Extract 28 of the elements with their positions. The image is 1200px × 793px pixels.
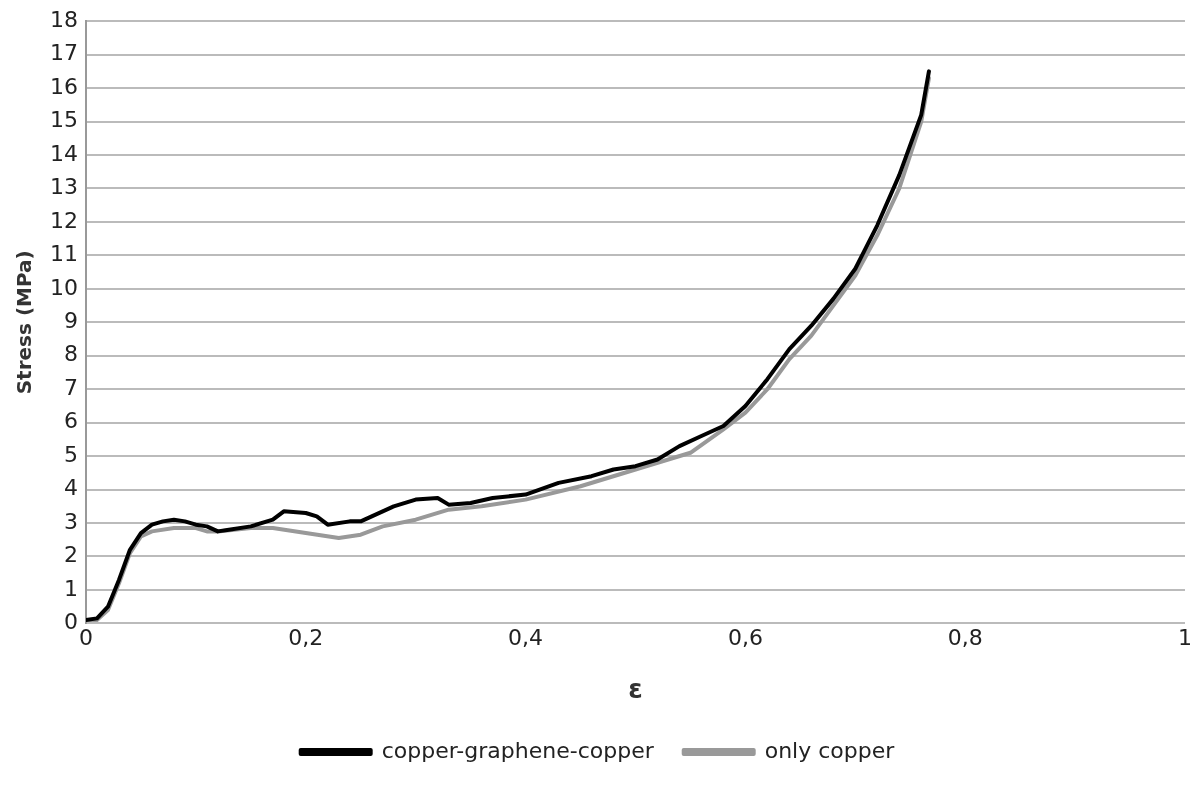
x-tick-label: 0,6 — [727, 625, 763, 651]
y-tick-label: 18 — [49, 6, 78, 32]
y-tick-label: 17 — [49, 40, 78, 66]
y-tick-label: 7 — [63, 374, 78, 400]
x-tick-label: 0,4 — [508, 625, 544, 651]
x-tick-label: 0,8 — [947, 625, 983, 651]
y-tick-label: 4 — [63, 475, 78, 501]
y-tick-label: 12 — [49, 207, 78, 233]
y-tick-label: 13 — [49, 174, 78, 200]
y-tick-label: 16 — [49, 73, 78, 99]
y-tick-label: 9 — [63, 308, 78, 334]
y-tick-label: 10 — [49, 274, 78, 300]
y-tick-label: 2 — [63, 542, 78, 568]
y-tick-label: 14 — [49, 140, 78, 166]
y-tick-label: 5 — [63, 441, 78, 467]
legend-label: copper-graphene-copper — [381, 737, 655, 763]
y-tick-label: 0 — [63, 609, 78, 635]
x-axis-title: ε — [628, 674, 643, 705]
x-tick-label: 1 — [1178, 625, 1192, 651]
y-tick-label: 1 — [63, 575, 78, 601]
x-tick-label: 0,2 — [288, 625, 324, 651]
y-tick-label: 6 — [63, 408, 78, 434]
y-tick-label: 11 — [49, 241, 78, 267]
legend-label: only copper — [764, 737, 896, 763]
y-axis-title: Stress (MPa) — [12, 250, 37, 395]
y-tick-label: 15 — [49, 107, 78, 133]
y-tick-label: 3 — [63, 508, 78, 534]
y-tick-label: 8 — [63, 341, 78, 367]
